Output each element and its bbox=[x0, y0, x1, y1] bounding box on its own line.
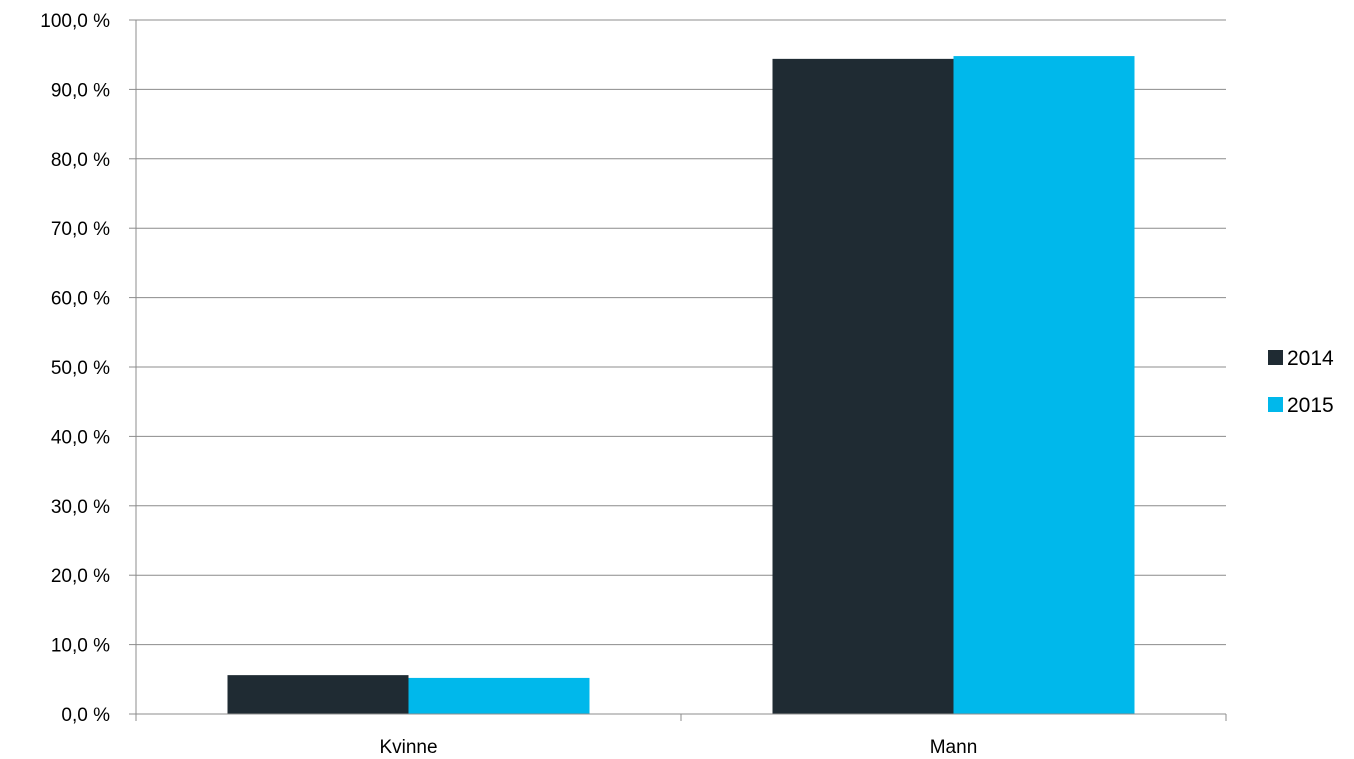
x-tick-labels: Kvinne Mann bbox=[379, 737, 977, 758]
gridlines bbox=[136, 19, 1226, 646]
y-tick-label: 0,0 % bbox=[61, 705, 110, 726]
legend-label-2015: 2015 bbox=[1287, 394, 1334, 417]
x-tick-label: Mann bbox=[930, 737, 978, 758]
y-tick-label: 70,0 % bbox=[51, 219, 110, 240]
legend-swatch-2014 bbox=[1268, 350, 1283, 365]
y-tick-label: 10,0 % bbox=[51, 636, 110, 657]
bar-2015-kvinne bbox=[408, 677, 590, 714]
y-tick-label: 60,0 % bbox=[51, 289, 110, 310]
x-tick-label: Kvinne bbox=[379, 737, 437, 758]
legend-label-2014: 2014 bbox=[1287, 347, 1334, 370]
bars bbox=[227, 56, 1135, 714]
y-tick-label: 90,0 % bbox=[51, 80, 110, 101]
legend: 2014 2015 bbox=[1268, 347, 1334, 417]
y-tick-labels: 0,0 % 10,0 % 20,0 % 30,0 % 40,0 % 50,0 % 60,0 … bbox=[40, 11, 110, 726]
bar-2014-mann bbox=[772, 58, 954, 714]
y-tick-label: 50,0 % bbox=[51, 358, 110, 379]
y-tick-label: 20,0 % bbox=[51, 566, 110, 587]
y-tick-label: 80,0 % bbox=[51, 150, 110, 171]
legend-swatch-2015 bbox=[1268, 397, 1283, 412]
y-tick-label: 100,0 % bbox=[40, 11, 110, 32]
bar-2015-mann bbox=[953, 56, 1135, 714]
bar-2014-kvinne bbox=[227, 675, 409, 714]
y-tick-label: 40,0 % bbox=[51, 427, 110, 448]
y-tick-label: 30,0 % bbox=[51, 497, 110, 518]
axes bbox=[129, 19, 1227, 721]
